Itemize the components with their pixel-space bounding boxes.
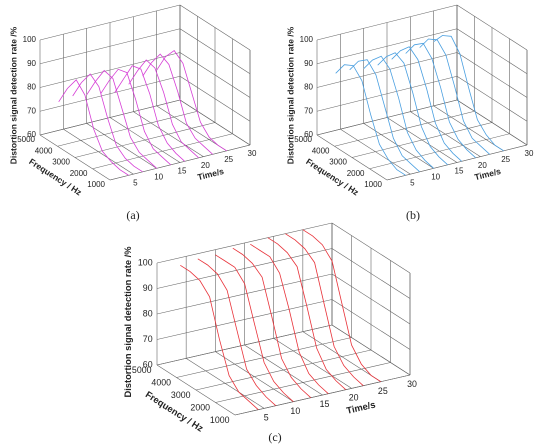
t-tick-label: 10 xyxy=(154,172,163,181)
y-tick-label: 80 xyxy=(304,83,313,92)
t-tick-label: 5 xyxy=(410,178,415,187)
t-tick-label: 20 xyxy=(349,393,359,403)
t-tick-label: 25 xyxy=(501,155,510,164)
x-tick-label: 2000 xyxy=(347,169,365,178)
y-tick-label: 80 xyxy=(143,308,153,318)
x-tick-label: 4000 xyxy=(312,146,330,155)
series-line xyxy=(72,73,143,173)
t-tick-label: 15 xyxy=(320,399,330,409)
series-line xyxy=(180,264,259,410)
t-tick-label: 10 xyxy=(431,172,440,181)
grid-line xyxy=(215,362,391,403)
series-line xyxy=(156,50,227,152)
grid-line xyxy=(351,122,493,158)
y-tick-label: 60 xyxy=(27,130,36,139)
y-tick-label: 70 xyxy=(27,106,36,115)
grid-line xyxy=(176,337,352,378)
y-tick-label: 70 xyxy=(304,106,313,115)
series-line xyxy=(100,68,171,166)
y-axis-label: Distortion signal detection rate /% xyxy=(8,26,18,164)
y-tick-label: 100 xyxy=(138,257,153,267)
y-tick-label: 100 xyxy=(23,35,37,44)
series-line xyxy=(419,38,490,155)
series-line xyxy=(433,35,504,152)
x-tick-label: 1000 xyxy=(364,180,382,189)
x-tick-label: 1000 xyxy=(87,180,105,189)
grid-line xyxy=(195,349,372,391)
x-tick-label: 3000 xyxy=(171,390,191,400)
t-tick-label: 15 xyxy=(455,167,464,176)
series-line xyxy=(391,46,462,162)
series-line xyxy=(197,258,277,406)
grid-line xyxy=(92,133,233,170)
caption: (a) xyxy=(126,208,139,222)
grid-line xyxy=(369,133,510,170)
y-tick-label: 60 xyxy=(304,130,313,139)
x-tick-label: 4000 xyxy=(35,146,53,155)
t-tick-label: 25 xyxy=(224,155,233,164)
grid-line xyxy=(39,99,181,136)
x-tick-label: 5000 xyxy=(17,135,35,144)
grid-line xyxy=(234,374,411,416)
x-tick-label: 1000 xyxy=(210,415,230,425)
series-line xyxy=(215,254,294,402)
series-line xyxy=(232,247,312,398)
grid-line xyxy=(156,324,333,366)
t-tick-label: 5 xyxy=(133,178,138,187)
series-line xyxy=(335,64,406,176)
series-line xyxy=(267,237,347,390)
t-tick-label: 5 xyxy=(264,413,269,423)
t-tick-label: 20 xyxy=(201,161,210,170)
y-tick-label: 60 xyxy=(143,359,153,369)
series-line xyxy=(58,79,129,176)
series-line xyxy=(377,52,448,166)
caption: (c) xyxy=(268,430,281,444)
series-line xyxy=(142,53,213,155)
y-tick-label: 70 xyxy=(143,334,153,344)
series-line xyxy=(302,229,382,383)
t-tick-label: 30 xyxy=(525,149,534,158)
y-tick-label: 90 xyxy=(143,283,153,293)
series-line xyxy=(128,59,199,159)
t-tick-label: 30 xyxy=(248,149,257,158)
x-tick-label: 5000 xyxy=(132,365,152,375)
x-tick-label: 2000 xyxy=(190,402,210,412)
x-tick-label: 5000 xyxy=(294,135,312,144)
t-tick-label: 20 xyxy=(478,161,487,170)
grid-line xyxy=(74,122,216,158)
caption: (b) xyxy=(406,208,420,222)
series-line xyxy=(363,55,434,169)
t-tick-label: 15 xyxy=(178,167,187,176)
x-tick-label: 3000 xyxy=(52,158,70,167)
x-tick-label: 4000 xyxy=(151,377,171,387)
y-axis-label: Distortion signal detection rate /% xyxy=(285,26,295,164)
y-tick-label: 90 xyxy=(27,59,36,68)
series-line xyxy=(86,69,157,169)
x-tick-label: 3000 xyxy=(329,158,347,167)
grid-line xyxy=(316,99,458,136)
t-tick-label: 25 xyxy=(378,386,388,396)
series-line xyxy=(285,233,364,386)
y-axis-label: Distortion signal detection rate /% xyxy=(123,246,133,398)
series-line xyxy=(349,59,420,173)
series-line xyxy=(114,65,185,162)
t-tick-label: 10 xyxy=(290,406,300,416)
t-tick-label: 30 xyxy=(407,379,417,389)
grid-line xyxy=(334,110,475,147)
y-tick-label: 80 xyxy=(27,83,36,92)
series-line xyxy=(250,243,329,394)
x-tick-label: 2000 xyxy=(70,169,88,178)
y-tick-label: 90 xyxy=(304,59,313,68)
series-line xyxy=(405,42,476,159)
y-tick-label: 100 xyxy=(300,35,314,44)
